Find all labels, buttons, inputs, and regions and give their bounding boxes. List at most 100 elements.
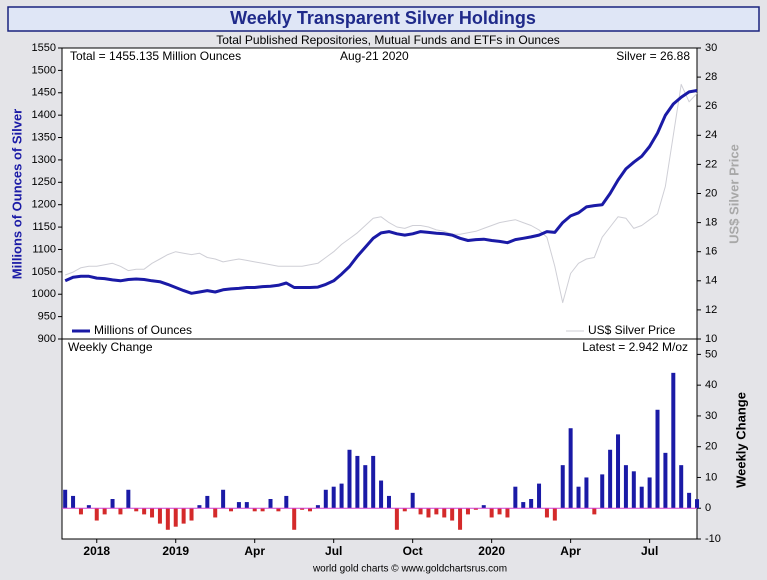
bar <box>355 455 360 509</box>
bar <box>260 508 265 512</box>
x-tick-label: 2018 <box>83 544 110 558</box>
bar <box>157 508 162 524</box>
y-tick-label: 1450 <box>32 87 56 99</box>
bar <box>450 508 455 521</box>
bar <box>276 508 281 512</box>
x-tick-label: Oct <box>403 544 423 558</box>
y2-axis-label: US$ Silver Price <box>726 144 741 244</box>
bar <box>465 508 470 515</box>
bar <box>150 508 155 518</box>
y-tick-label: 40 <box>705 379 717 391</box>
bar <box>268 499 273 509</box>
y2-tick-label: 28 <box>705 71 717 83</box>
bar <box>363 465 368 509</box>
bar <box>126 489 131 509</box>
bar <box>118 508 123 515</box>
bar <box>442 508 447 518</box>
bar <box>173 508 178 527</box>
annotation: Silver = 26.88 <box>616 49 690 63</box>
y2-tick-label: 30 <box>705 42 717 54</box>
bar <box>323 489 328 509</box>
y-axis-label: Millions of Ounces of Silver <box>9 109 24 279</box>
legend-label: US$ Silver Price <box>588 323 676 337</box>
bar <box>78 508 83 515</box>
bar <box>647 477 652 509</box>
chart-subtitle: Total Published Repositories, Mutual Fun… <box>216 33 560 47</box>
bar <box>63 489 68 509</box>
bar <box>418 508 423 515</box>
bar <box>134 508 139 512</box>
y-tick-label: 1550 <box>32 42 56 54</box>
bar <box>489 508 494 518</box>
bar <box>229 508 234 512</box>
bar <box>315 505 320 509</box>
y2-tick-label: 18 <box>705 217 717 229</box>
bar <box>434 508 439 515</box>
y2-tick-label: 24 <box>705 129 717 141</box>
annotation: Weekly Change <box>68 340 153 354</box>
y-tick-label: 1250 <box>32 176 56 188</box>
y-tick-label: 1300 <box>32 154 56 166</box>
y-tick-label: -10 <box>705 533 721 545</box>
y2-tick-label: 12 <box>705 304 717 316</box>
bar <box>181 508 186 524</box>
y-tick-label: 10 <box>705 471 717 483</box>
bar <box>473 508 478 510</box>
y2-tick-label: 26 <box>705 100 717 112</box>
bar <box>339 483 344 509</box>
y-tick-label: 1350 <box>32 131 56 143</box>
bar <box>205 495 210 509</box>
title-box <box>7 6 760 32</box>
bar <box>347 449 352 509</box>
annotation: Total = 1455.135 Million Ounces <box>70 49 241 63</box>
bar <box>568 428 573 509</box>
y-tick-label: 1150 <box>32 221 56 233</box>
y2-tick-label: 20 <box>705 187 717 199</box>
bar <box>165 508 170 530</box>
bar <box>300 508 305 510</box>
bar <box>584 477 589 509</box>
bar <box>252 508 257 512</box>
bar <box>600 474 605 509</box>
bar <box>521 502 526 509</box>
y-tick-label: 20 <box>705 441 717 453</box>
bar <box>189 508 194 521</box>
x-tick-label: Apr <box>560 544 581 558</box>
bar <box>687 492 692 509</box>
source: world gold charts © www.goldchartsrus.co… <box>312 564 507 575</box>
x-tick-label: 2019 <box>162 544 189 558</box>
bar <box>608 449 613 509</box>
bar <box>86 505 91 509</box>
bar <box>236 502 241 509</box>
bar <box>284 495 289 509</box>
bar <box>639 486 644 509</box>
bar <box>592 508 597 515</box>
bar <box>560 465 565 509</box>
bar <box>505 508 510 518</box>
bar <box>142 508 147 515</box>
series-line <box>65 83 698 304</box>
x-tick-label: Jul <box>641 544 658 558</box>
bar <box>402 508 407 512</box>
x-tick-label: Apr <box>244 544 265 558</box>
y2-tick-label: 16 <box>705 246 717 258</box>
bar <box>71 495 76 509</box>
y-tick-label: 1200 <box>32 199 56 211</box>
annotation: Aug-21 2020 <box>340 49 409 63</box>
annotation: Latest = 2.942 M/oz <box>582 340 688 354</box>
bar <box>244 502 249 509</box>
bar <box>426 508 431 518</box>
bottom-plot-area <box>61 338 698 540</box>
x-tick-label: 2020 <box>478 544 505 558</box>
y-tick-label: 1000 <box>32 288 56 300</box>
bar <box>695 499 699 509</box>
top-plot-area <box>61 47 698 340</box>
bar <box>616 434 621 509</box>
y-tick-label: 50 <box>705 348 717 360</box>
y2-tick-label: 14 <box>705 275 717 287</box>
bar <box>537 483 542 509</box>
bar <box>458 508 463 530</box>
bar <box>371 455 376 509</box>
